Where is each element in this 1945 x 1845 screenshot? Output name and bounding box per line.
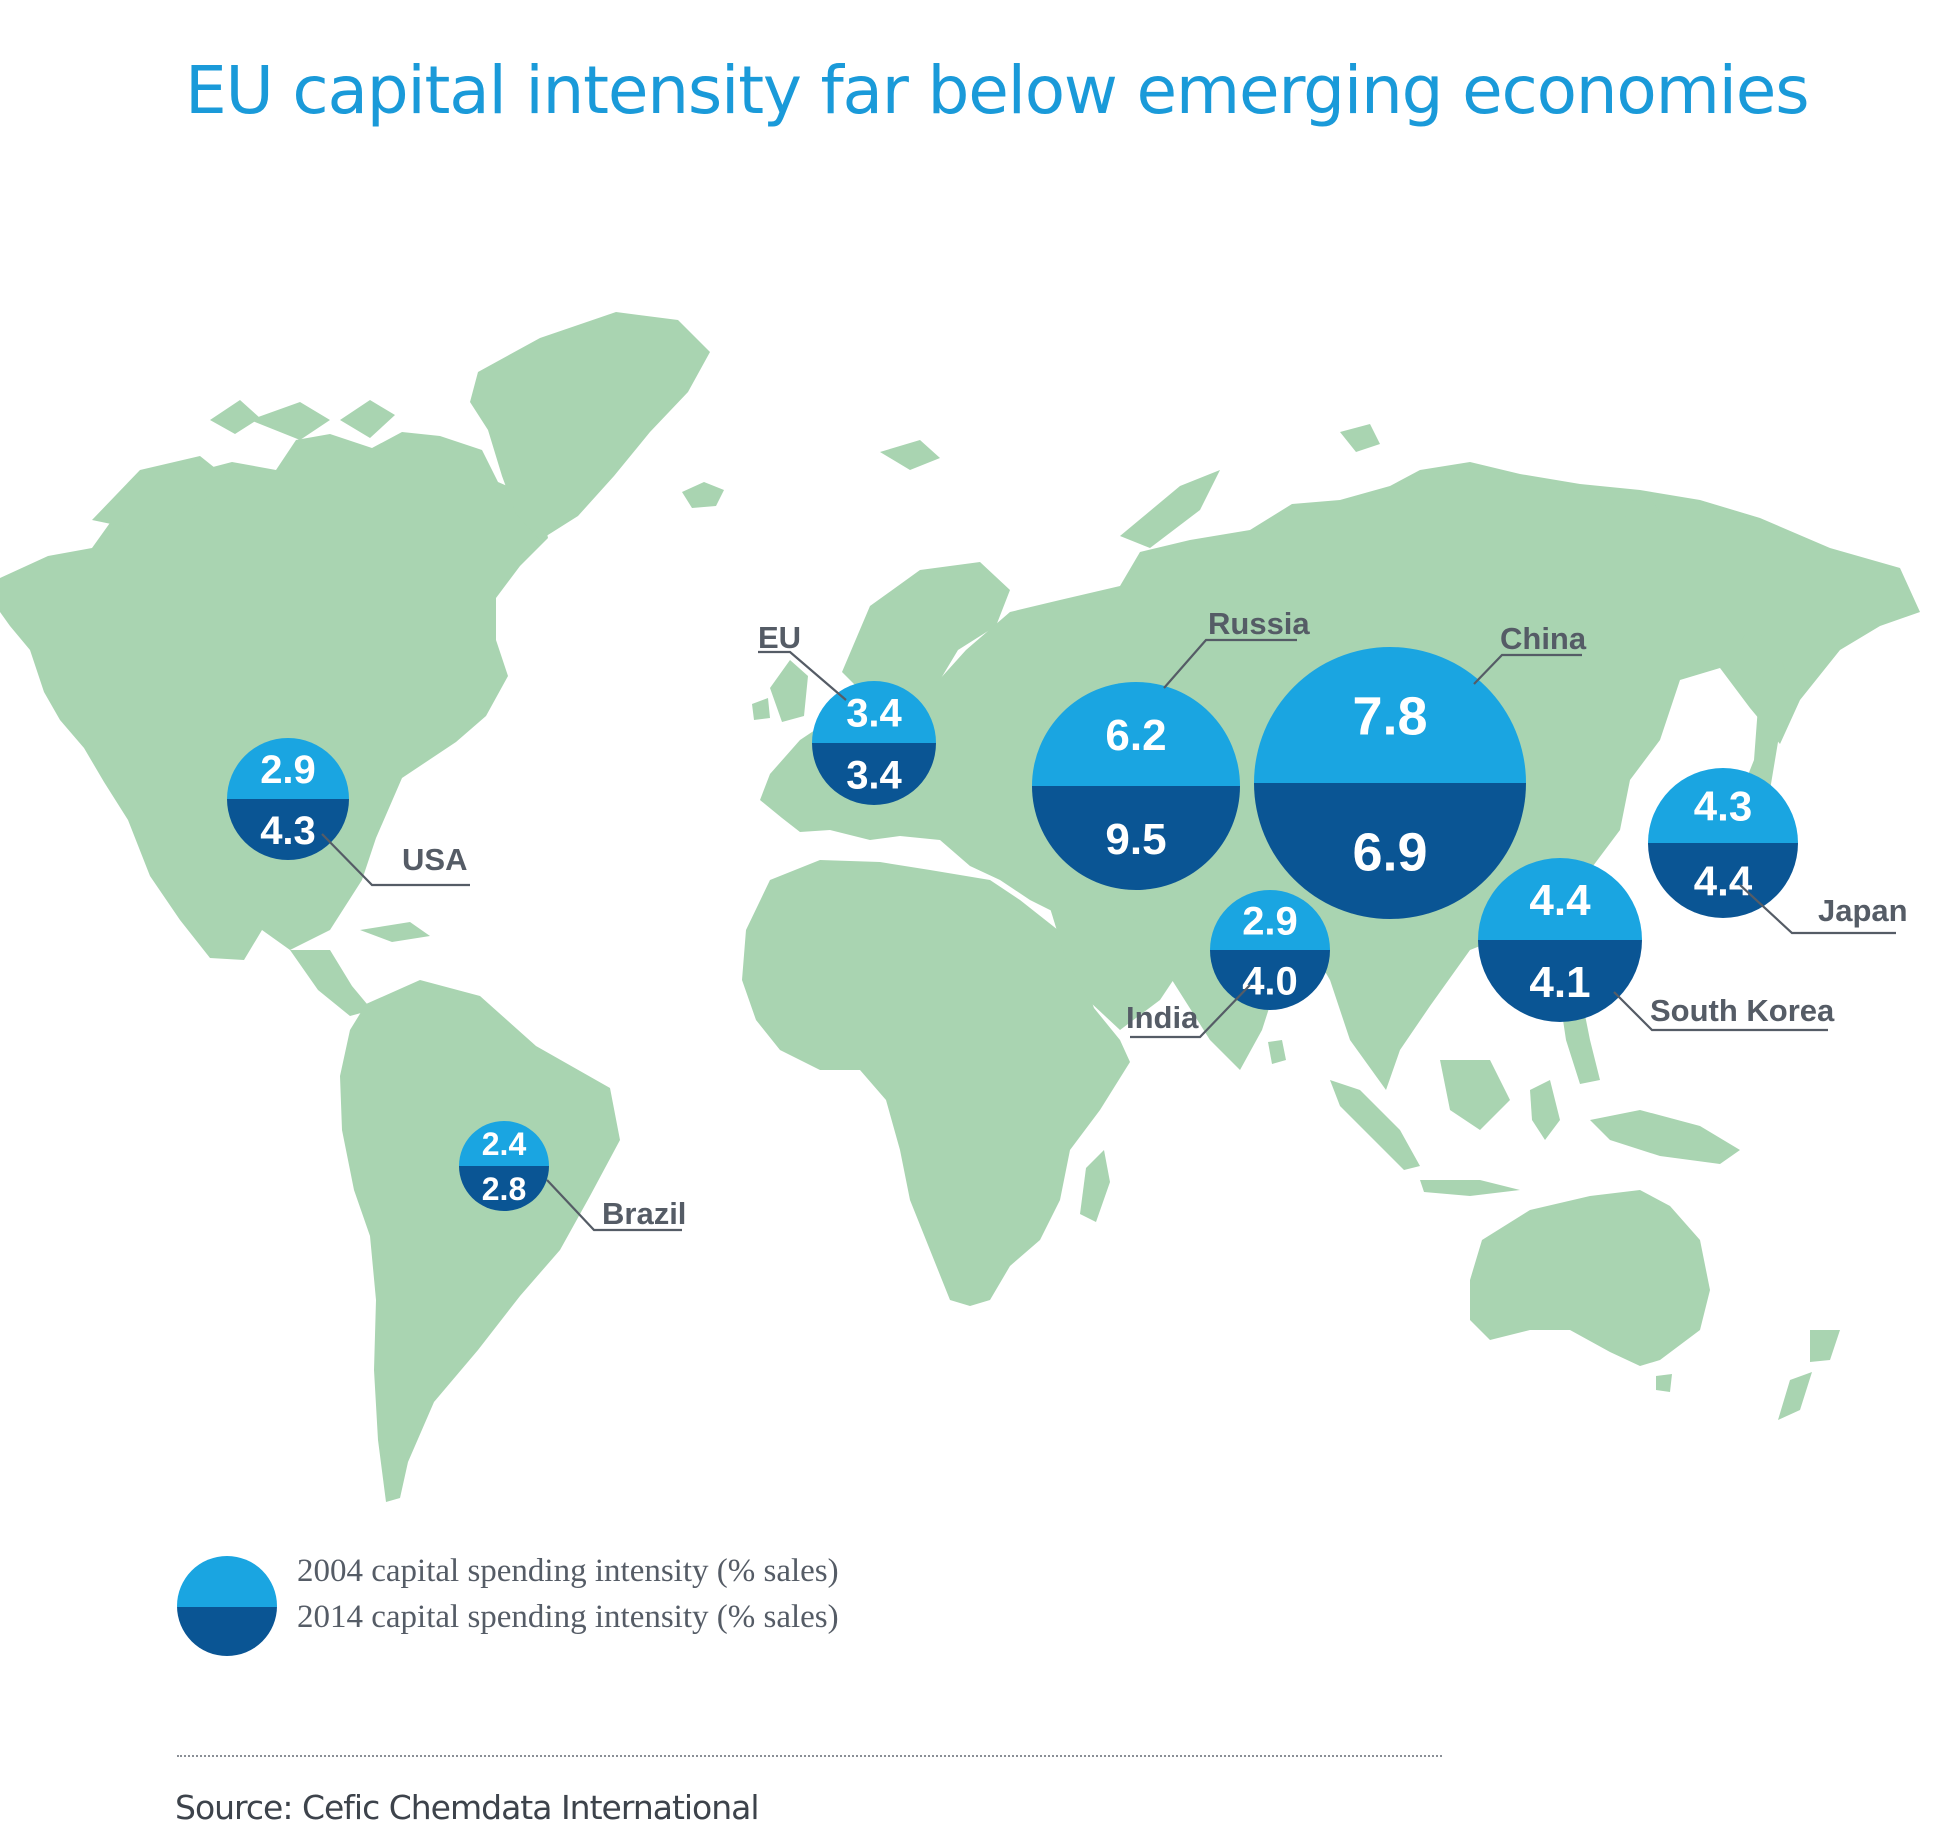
bubble-china-value-2004: 7.8 xyxy=(1352,686,1427,746)
source-note: Source: Cefic Chemdata International xyxy=(175,1788,760,1827)
bubble-usa-value-2004: 2.9 xyxy=(260,748,316,792)
bubble-russia: 6.2 9.5 xyxy=(1032,682,1240,890)
label-japan: Japan xyxy=(1818,893,1908,928)
footer-divider xyxy=(177,1755,1442,1757)
label-india: India xyxy=(1126,1000,1199,1035)
bubble-japan: 4.3 4.4 xyxy=(1648,768,1798,918)
bubble-brazil-value-2004: 2.4 xyxy=(482,1126,527,1162)
legend-label-2004: 2004 capital spending intensity (% sales… xyxy=(297,1553,839,1589)
label-brazil: Brazil xyxy=(602,1196,686,1231)
severnaya-zemlya xyxy=(1340,424,1660,518)
scandinavia xyxy=(842,562,1010,702)
new-zealand xyxy=(1778,1330,1840,1420)
south-america xyxy=(340,980,620,1502)
label-eu: EU xyxy=(758,620,801,655)
java xyxy=(1420,1180,1520,1196)
iceland xyxy=(682,482,724,508)
new-guinea xyxy=(1590,1110,1740,1164)
bubble-china-value-2014: 6.9 xyxy=(1352,822,1427,882)
bubble-india: 2.94.0 xyxy=(1210,890,1330,1010)
bubble-korea-value-2004: 4.4 xyxy=(1529,876,1591,925)
arctic-islands xyxy=(92,400,395,530)
greenland xyxy=(470,312,710,540)
chart-title: EU capital intensity far below emerging … xyxy=(185,52,1810,129)
label-usa: USA xyxy=(402,842,467,877)
australia xyxy=(1470,1190,1710,1366)
bubble-india-value-2004: 2.9 xyxy=(1242,899,1298,943)
label-russia: Russia xyxy=(1208,606,1310,641)
bubble-eu-value-2014: 3.4 xyxy=(846,753,902,797)
british-isles xyxy=(752,660,808,722)
arabian-peninsula xyxy=(1050,898,1180,1030)
bubble-russia-value-2004: 6.2 xyxy=(1105,711,1166,760)
leader-line-korea xyxy=(1613,991,1828,1032)
bubble-japan-value-2004: 4.3 xyxy=(1694,783,1752,830)
bubble-eu-value-2004: 3.4 xyxy=(846,691,902,735)
bubble-usa: 2.94.3 xyxy=(227,738,349,860)
label-south-korea: South Korea xyxy=(1650,993,1835,1028)
legend-label-2014: 2014 capital spending intensity (% sales… xyxy=(297,1599,839,1635)
svalbard xyxy=(880,440,940,470)
sumatra xyxy=(1330,1080,1420,1170)
label-china: China xyxy=(1500,621,1587,656)
legend-swatch-2004 xyxy=(177,1556,277,1607)
africa xyxy=(742,860,1130,1306)
leader-line-russia xyxy=(1163,638,1297,689)
leader-line-brazil xyxy=(546,1179,682,1232)
central-america xyxy=(290,922,430,1016)
country-labels: USA EU Russia China India South Korea Ja… xyxy=(402,606,1908,1231)
sri-lanka xyxy=(1268,1040,1286,1064)
japan-islands xyxy=(1712,612,1790,850)
borneo xyxy=(1440,1060,1510,1130)
bubble-china: 7.8 6.9 xyxy=(1254,647,1526,919)
bubble-brazil: 2.42.8 xyxy=(459,1121,549,1211)
leader-line-japan xyxy=(1739,884,1896,935)
legend-circle xyxy=(177,1556,277,1656)
bubble-india-value-2014: 4.0 xyxy=(1242,959,1298,1003)
bubble-korea: 4.4 4.1 xyxy=(1478,858,1642,1022)
leader-line-eu xyxy=(758,650,847,701)
sulawesi xyxy=(1530,1080,1560,1140)
leader-line-usa xyxy=(321,833,470,887)
leader-line-china xyxy=(1473,653,1582,685)
tasmania xyxy=(1656,1374,1672,1392)
leader-lines xyxy=(321,638,1896,1232)
bubble-eu: 3.43.4 xyxy=(812,681,936,805)
bubble-korea-value-2014: 4.1 xyxy=(1529,958,1590,1007)
leader-line-india xyxy=(1130,984,1251,1039)
legend-swatch-2014 xyxy=(177,1607,277,1656)
north-america-landmass xyxy=(0,432,548,960)
madagascar xyxy=(1080,1150,1110,1222)
bubble-russia-value-2014: 9.5 xyxy=(1105,815,1166,864)
bubble-japan-value-2014: 4.4 xyxy=(1694,858,1753,905)
novaya-zemlya xyxy=(1120,470,1220,548)
bubble-usa-value-2014: 4.3 xyxy=(260,809,316,853)
bubble-brazil-value-2014: 2.8 xyxy=(482,1171,526,1207)
